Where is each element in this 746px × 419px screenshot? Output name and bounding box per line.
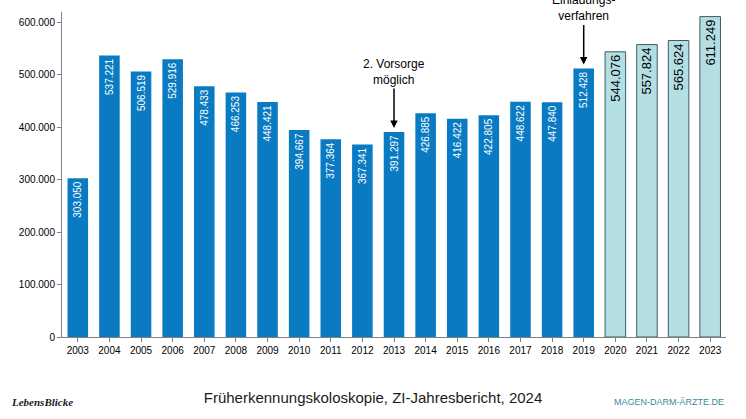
svg-text:2012: 2012 <box>351 345 374 356</box>
svg-text:537.221: 537.221 <box>104 58 115 95</box>
svg-text:2006: 2006 <box>162 345 185 356</box>
svg-text:529.916: 529.916 <box>167 62 178 99</box>
svg-text:600.000: 600.000 <box>19 17 56 28</box>
svg-text:2020: 2020 <box>604 345 627 356</box>
svg-text:LebensBlicke: LebensBlicke <box>11 396 73 408</box>
svg-text:426.885: 426.885 <box>420 116 431 153</box>
svg-text:394.667: 394.667 <box>294 133 305 170</box>
svg-text:466.253: 466.253 <box>230 96 241 133</box>
svg-text:MAGEN-DARM-ÄRZTE.DE: MAGEN-DARM-ÄRZTE.DE <box>614 397 724 407</box>
svg-text:2018: 2018 <box>541 345 564 356</box>
svg-text:2004: 2004 <box>98 345 121 356</box>
svg-text:2014: 2014 <box>414 345 437 356</box>
svg-text:Früherkennungskoloskopie, ZI-J: Früherkennungskoloskopie, ZI-Jahresberic… <box>204 389 543 406</box>
svg-text:2. Vorsorgemöglich: 2. Vorsorgemöglich <box>363 57 425 87</box>
svg-text:448.622: 448.622 <box>515 105 526 142</box>
svg-text:2023: 2023 <box>699 345 722 356</box>
svg-text:447.840: 447.840 <box>547 105 558 142</box>
svg-text:367.341: 367.341 <box>357 147 368 184</box>
svg-text:416.422: 416.422 <box>452 122 463 159</box>
svg-text:2008: 2008 <box>225 345 248 356</box>
svg-text:303.050: 303.050 <box>72 181 83 218</box>
svg-text:448.421: 448.421 <box>262 105 273 142</box>
svg-text:544.076: 544.076 <box>608 55 623 102</box>
svg-text:100.000: 100.000 <box>19 279 56 290</box>
svg-text:391.297: 391.297 <box>389 135 400 172</box>
svg-text:2019: 2019 <box>573 345 596 356</box>
svg-text:506.519: 506.519 <box>136 74 147 111</box>
svg-text:400.000: 400.000 <box>19 122 56 133</box>
svg-text:2005: 2005 <box>130 345 153 356</box>
svg-text:0: 0 <box>49 332 55 343</box>
svg-text:2016: 2016 <box>478 345 501 356</box>
svg-text:557.824: 557.824 <box>639 48 654 95</box>
svg-text:2003: 2003 <box>67 345 90 356</box>
svg-text:2011: 2011 <box>320 345 342 356</box>
svg-text:2017: 2017 <box>509 345 532 356</box>
svg-text:2021: 2021 <box>636 345 659 356</box>
svg-text:2013: 2013 <box>383 345 406 356</box>
svg-text:2015: 2015 <box>446 345 469 356</box>
svg-text:Einladungs-verfahren: Einladungs-verfahren <box>552 0 615 23</box>
svg-text:2010: 2010 <box>288 345 311 356</box>
svg-text:2007: 2007 <box>193 345 216 356</box>
svg-text:2022: 2022 <box>667 345 690 356</box>
svg-text:500.000: 500.000 <box>19 69 56 80</box>
svg-text:478.433: 478.433 <box>199 89 210 126</box>
svg-text:611.249: 611.249 <box>703 20 718 66</box>
svg-text:565.624: 565.624 <box>671 44 686 91</box>
svg-text:422.805: 422.805 <box>483 118 494 155</box>
svg-text:200.000: 200.000 <box>19 227 56 238</box>
svg-text:300.000: 300.000 <box>19 174 56 185</box>
svg-text:512.428: 512.428 <box>578 71 589 108</box>
svg-text:377.364: 377.364 <box>325 142 336 179</box>
svg-text:2009: 2009 <box>256 345 279 356</box>
